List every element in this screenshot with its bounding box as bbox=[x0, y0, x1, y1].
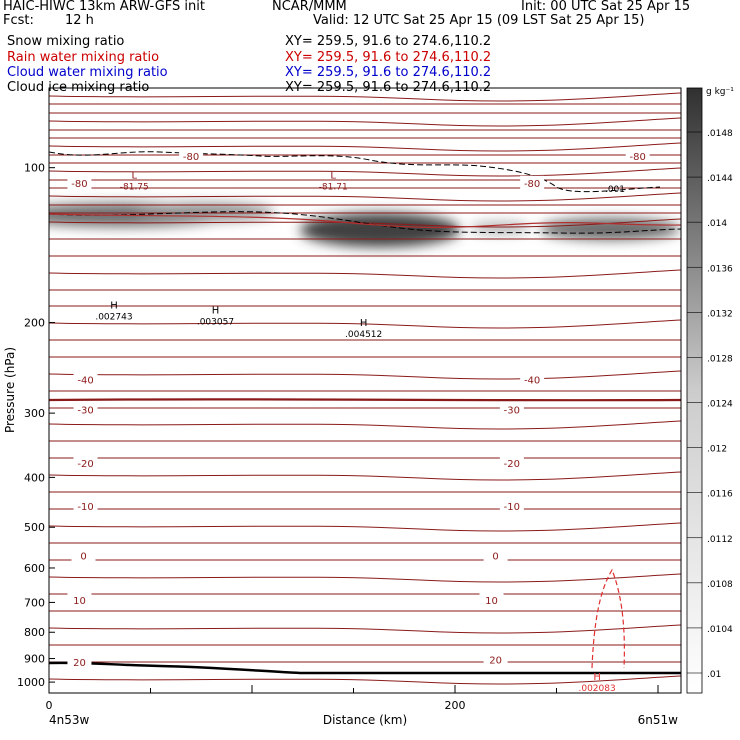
colorbar-tick-label: .01 bbox=[707, 670, 721, 680]
chart-title: HAIC-HIWC 13km ARW-GFS init bbox=[3, 0, 205, 14]
isotherm-line bbox=[49, 319, 681, 329]
extremum-value: .002743 bbox=[95, 313, 132, 323]
extremum-value: .003057 bbox=[197, 317, 234, 327]
field-cloudwater-label: Cloud water mixing ratio bbox=[7, 65, 168, 80]
isotherm-label: 20 bbox=[489, 655, 502, 666]
y-tick-label: 600 bbox=[24, 562, 45, 575]
colorbar-tick-label: .0116 bbox=[707, 490, 733, 500]
field-rain-xy: XY= 259.5, 91.6 to 274.6,110.2 bbox=[285, 50, 492, 65]
init-time: Init: 00 UTC Sat 25 Apr 15 bbox=[521, 0, 691, 14]
colorbar: .0148 .0144 .014 .0136 .0132 .0128 .0124 .012 .0… bbox=[686, 87, 734, 694]
center-label: NCAR/MMM bbox=[272, 0, 347, 14]
isotherm-minus40 bbox=[49, 213, 681, 229]
x-axis-title: Distance (km) bbox=[323, 713, 407, 727]
isotherm-line bbox=[49, 624, 681, 634]
x-tick-label: 0 bbox=[46, 699, 53, 712]
field-cloudwater-xy: XY= 259.5, 91.6 to 274.6,110.2 bbox=[285, 65, 492, 80]
dashed-contour-band bbox=[49, 211, 681, 234]
isotherm-line bbox=[49, 117, 681, 127]
field-rain-label: Rain water mixing ratio bbox=[7, 50, 160, 65]
extremum-value: -81.71 bbox=[319, 183, 348, 193]
isotherm-label: -10 bbox=[77, 502, 93, 513]
field-snow-xy: XY= 259.5, 91.6 to 274.6,110.2 bbox=[285, 34, 492, 49]
y-tick-label: 100 bbox=[24, 162, 45, 175]
colorbar-tick-label: .0144 bbox=[707, 174, 733, 184]
colorbar-tick-label: .0104 bbox=[707, 625, 733, 635]
isotherm-line bbox=[49, 675, 681, 685]
isotherm-line bbox=[49, 471, 681, 481]
isotherm-label: -10 bbox=[504, 502, 520, 513]
colorbar-tick-label: .0124 bbox=[707, 400, 733, 410]
colorbar-tick-label: .0128 bbox=[707, 354, 733, 364]
colorbar-tick-label: .012 bbox=[707, 445, 727, 455]
extremum-value: .002083 bbox=[578, 684, 615, 694]
extremum-value: .004512 bbox=[345, 330, 382, 340]
isotherm-label: -30 bbox=[77, 405, 93, 416]
extremum-value: -81.75 bbox=[120, 183, 149, 193]
colorbar-tick-label: .0108 bbox=[707, 580, 733, 590]
y-tick-label: 900 bbox=[24, 653, 45, 666]
valid-time: Valid: 12 UTC Sat 25 Apr 15 (09 LST Sat … bbox=[313, 13, 645, 28]
colorbar-tick-label: .0132 bbox=[707, 309, 733, 319]
min-value-label: .001 bbox=[605, 185, 625, 195]
plot-frame bbox=[48, 87, 682, 694]
isotherm-label: 10 bbox=[485, 596, 498, 607]
extremum-L: L bbox=[131, 171, 137, 182]
y-tick-label: 700 bbox=[24, 596, 45, 609]
y-axis-title: Pressure (hPa) bbox=[3, 347, 17, 433]
x-tick-label: 200 bbox=[445, 699, 466, 712]
y-tick-label: 1000 bbox=[17, 676, 45, 689]
isotherm-line bbox=[49, 269, 681, 279]
colorbar-tick-label: .0112 bbox=[707, 535, 733, 545]
isotherm-line bbox=[49, 370, 681, 380]
extremum-H: H bbox=[593, 672, 601, 683]
colorbar-tick-label: .014 bbox=[707, 219, 727, 229]
y-tick-label: 500 bbox=[24, 521, 45, 534]
extremum-H: H bbox=[110, 301, 118, 312]
y-tick-label: 400 bbox=[24, 471, 45, 484]
extremum-L: L bbox=[330, 171, 336, 182]
fcst-value: 12 h bbox=[65, 13, 94, 28]
colorbar-unit: g kg⁻¹ bbox=[706, 87, 734, 97]
isotherm-line bbox=[49, 192, 681, 202]
y-tick-label: 200 bbox=[24, 317, 45, 330]
isotherm-label: -80 bbox=[630, 152, 646, 163]
isotherm-label: -80 bbox=[183, 152, 199, 163]
isotherm-line bbox=[49, 522, 681, 532]
isotherm-line bbox=[49, 167, 681, 177]
isotherm-line bbox=[49, 92, 681, 102]
surface-line bbox=[49, 661, 681, 675]
isotherm-line bbox=[49, 142, 681, 152]
isotherm-label: -20 bbox=[504, 459, 520, 470]
isotherm-label: -20 bbox=[77, 459, 93, 470]
fcst-label: Fcst: bbox=[3, 13, 34, 28]
field-snow-label: Snow mixing ratio bbox=[7, 34, 125, 49]
x-endpoint-right: 6n51w bbox=[638, 713, 679, 727]
isotherm-label: 0 bbox=[80, 552, 86, 563]
dashed-contour-upper bbox=[49, 151, 661, 193]
isotherm-line bbox=[49, 420, 681, 430]
colorbar-tick-label: .0136 bbox=[707, 264, 733, 274]
isotherm-label: 20 bbox=[73, 658, 86, 669]
extremum-H: H bbox=[360, 318, 368, 329]
rain-water-contour bbox=[591, 568, 625, 669]
freezing-level-line bbox=[49, 398, 681, 402]
isotherm-label: -40 bbox=[524, 375, 540, 386]
isotherm-label: 0 bbox=[492, 552, 498, 563]
isotherm-label: -80 bbox=[524, 179, 540, 190]
y-tick-label: 300 bbox=[24, 407, 45, 420]
isotherm-line bbox=[49, 573, 681, 583]
isotherm-label: 10 bbox=[73, 596, 86, 607]
isotherm-label: -80 bbox=[71, 179, 87, 190]
y-tick-label: 800 bbox=[24, 626, 45, 639]
isotherm-label: -40 bbox=[77, 375, 93, 386]
isotherm-label: -30 bbox=[504, 405, 520, 416]
extremum-H: H bbox=[212, 305, 220, 316]
colorbar-tick-label: .0148 bbox=[707, 129, 733, 139]
x-endpoint-left: 4n53w bbox=[49, 713, 90, 727]
